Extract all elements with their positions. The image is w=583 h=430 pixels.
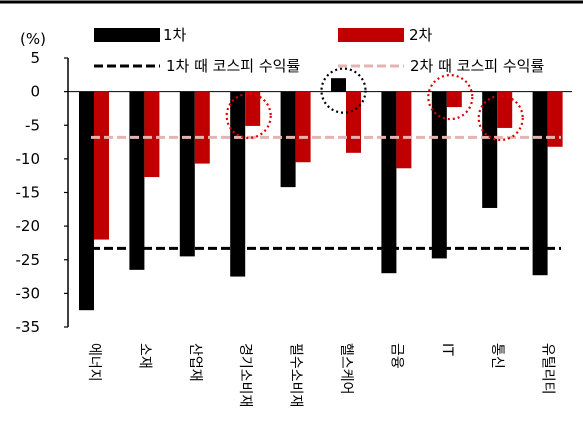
legend-label-2: 2차 — [409, 26, 433, 44]
bar-1 — [280, 91, 296, 188]
bar-1 — [331, 78, 346, 92]
category-label: 에너지 — [86, 343, 102, 382]
category-label: 산업재 — [187, 343, 203, 382]
bar-1 — [431, 91, 447, 259]
y-tick-label: -30 — [16, 284, 41, 302]
legend: 1차 2차 1차 때 코스피 수익률 2차 때 코스피 수익률 — [94, 26, 544, 75]
category-label: 유틸리티 — [540, 343, 556, 395]
plot-area: 5 0 -5 -10 -15 -20 -25 -30 -35 에너지 소재 산업재 경기소비재 필수소비재… — [16, 49, 572, 407]
highlight-circle — [320, 67, 367, 114]
y-tick-label: 0 — [30, 83, 40, 101]
category-label: 통신 — [489, 343, 505, 369]
bar-2 — [446, 91, 462, 108]
y-tick-label: -25 — [16, 251, 41, 269]
legend-label-3: 1차 때 코스피 수익률 — [166, 57, 300, 75]
highlight-circle — [477, 94, 524, 142]
bar-2 — [497, 91, 513, 128]
bar-2 — [194, 91, 210, 164]
highlight-circle — [427, 73, 474, 121]
category-label: 필수소비재 — [288, 343, 304, 407]
y-tick-label: 5 — [30, 49, 40, 67]
y-tick-label: -10 — [16, 150, 41, 168]
category-label: 금융 — [388, 343, 404, 369]
y-tick-label: -20 — [16, 217, 41, 235]
legend-swatch-1 — [94, 28, 160, 42]
legend-label-1: 1차 — [163, 26, 187, 44]
category-label: 경기소비재 — [237, 343, 253, 407]
category-label: 소재 — [136, 343, 152, 369]
bar-1 — [79, 91, 94, 311]
bar-2 — [396, 91, 412, 169]
y-tick-label: -15 — [16, 184, 41, 202]
unit-label: (%) — [20, 30, 46, 48]
bar-2 — [346, 91, 361, 153]
category-label: 헬스케어 — [338, 343, 354, 395]
y-tick-label: -35 — [16, 318, 41, 336]
legend-swatch-2 — [338, 28, 404, 42]
bar-2 — [245, 91, 261, 126]
highlight-circle — [225, 92, 272, 140]
legend-label-4: 2차 때 코스피 수익률 — [410, 57, 544, 75]
y-tick-label: -5 — [25, 116, 40, 134]
bar-2 — [295, 91, 311, 163]
bar-1 — [179, 91, 195, 257]
bar-2 — [547, 91, 563, 147]
bar-1 — [381, 91, 397, 274]
category-label: IT — [439, 343, 455, 356]
bar-2 — [144, 91, 160, 178]
bar-2 — [94, 91, 109, 240]
bar-1 — [129, 91, 145, 270]
bar-1 — [482, 91, 498, 208]
